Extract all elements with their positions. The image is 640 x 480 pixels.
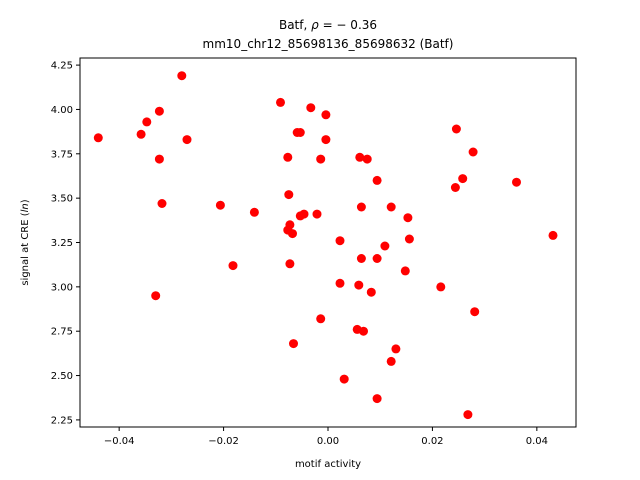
- y-tick-label: 3.75: [51, 149, 73, 160]
- x-tick-label: −0.02: [208, 436, 239, 447]
- data-point: [142, 117, 152, 127]
- data-point: [339, 374, 349, 384]
- data-point: [335, 278, 345, 288]
- data-point: [289, 339, 298, 349]
- data-point: [470, 307, 480, 317]
- data-point: [372, 394, 382, 404]
- data-point: [177, 71, 187, 81]
- data-point: [154, 154, 164, 164]
- data-point: [299, 209, 309, 219]
- data-point: [276, 97, 285, 107]
- data-point: [436, 282, 446, 292]
- data-point: [249, 207, 259, 217]
- x-axis-ticks: −0.04 −0.02 0.00 0.02 0.04: [104, 427, 548, 447]
- data-point: [321, 135, 331, 145]
- y-tick-label: 4.25: [51, 61, 73, 72]
- data-point: [356, 202, 366, 212]
- data-point: [386, 202, 396, 212]
- x-tick-label: 0.04: [526, 436, 548, 447]
- chart-title-line1: Batf, ρ = − 0.36: [279, 18, 377, 32]
- data-point: [380, 241, 390, 251]
- data-point: [366, 287, 376, 297]
- y-tick-label: 2.50: [51, 371, 73, 382]
- chart-title-line2: mm10_chr12_85698136_85698632 (Batf): [203, 37, 454, 51]
- y-tick-label: 2.25: [51, 415, 73, 426]
- x-tick-label: 0.02: [421, 436, 443, 447]
- data-point: [548, 230, 558, 240]
- data-point: [335, 236, 345, 246]
- data-point: [182, 135, 192, 145]
- data-point: [362, 154, 372, 164]
- data-point: [136, 129, 146, 139]
- data-point: [284, 190, 294, 200]
- y-tick-label: 2.75: [51, 327, 73, 338]
- data-point: [283, 152, 293, 162]
- data-point: [403, 213, 413, 223]
- data-point: [356, 254, 366, 263]
- data-point: [312, 209, 322, 219]
- data-point: [391, 344, 401, 354]
- data-point: [458, 174, 468, 184]
- x-axis-label: motif activity: [295, 459, 361, 470]
- data-point: [157, 199, 167, 208]
- data-point: [359, 326, 368, 336]
- y-tick-label: 3.50: [51, 194, 73, 205]
- data-point: [450, 183, 460, 192]
- data-point: [355, 152, 365, 162]
- data-point: [93, 133, 103, 143]
- data-point: [372, 175, 382, 185]
- data-point: [404, 234, 414, 244]
- data-point: [400, 266, 410, 276]
- data-point: [316, 314, 326, 324]
- data-point: [354, 280, 364, 290]
- data-point: [451, 124, 461, 134]
- data-point: [285, 259, 295, 269]
- data-point: [386, 356, 396, 366]
- data-point: [316, 154, 326, 164]
- y-axis-ticks: 2.25 2.50 2.75 3.00 3.25 3.50 3.75 4.00 4.25: [51, 61, 80, 426]
- data-point: [512, 177, 521, 187]
- y-axis-label: signal at CRE (ln): [20, 199, 31, 285]
- y-tick-label: 3.25: [51, 238, 73, 249]
- data-point: [228, 261, 238, 271]
- data-point: [295, 128, 305, 137]
- x-tick-label: 0.00: [317, 436, 339, 447]
- data-point: [154, 106, 164, 116]
- data-point: [288, 229, 297, 239]
- data-point: [463, 410, 473, 420]
- data-point: [151, 291, 161, 301]
- data-point: [215, 200, 225, 210]
- y-tick-label: 4.00: [51, 105, 73, 116]
- data-point: [372, 254, 382, 263]
- data-point: [321, 110, 331, 120]
- data-point: [285, 220, 295, 230]
- y-tick-label: 3.00: [51, 282, 73, 293]
- x-tick-label: −0.04: [104, 436, 135, 447]
- data-points: [93, 71, 558, 420]
- data-point: [468, 147, 478, 157]
- data-point: [306, 103, 316, 113]
